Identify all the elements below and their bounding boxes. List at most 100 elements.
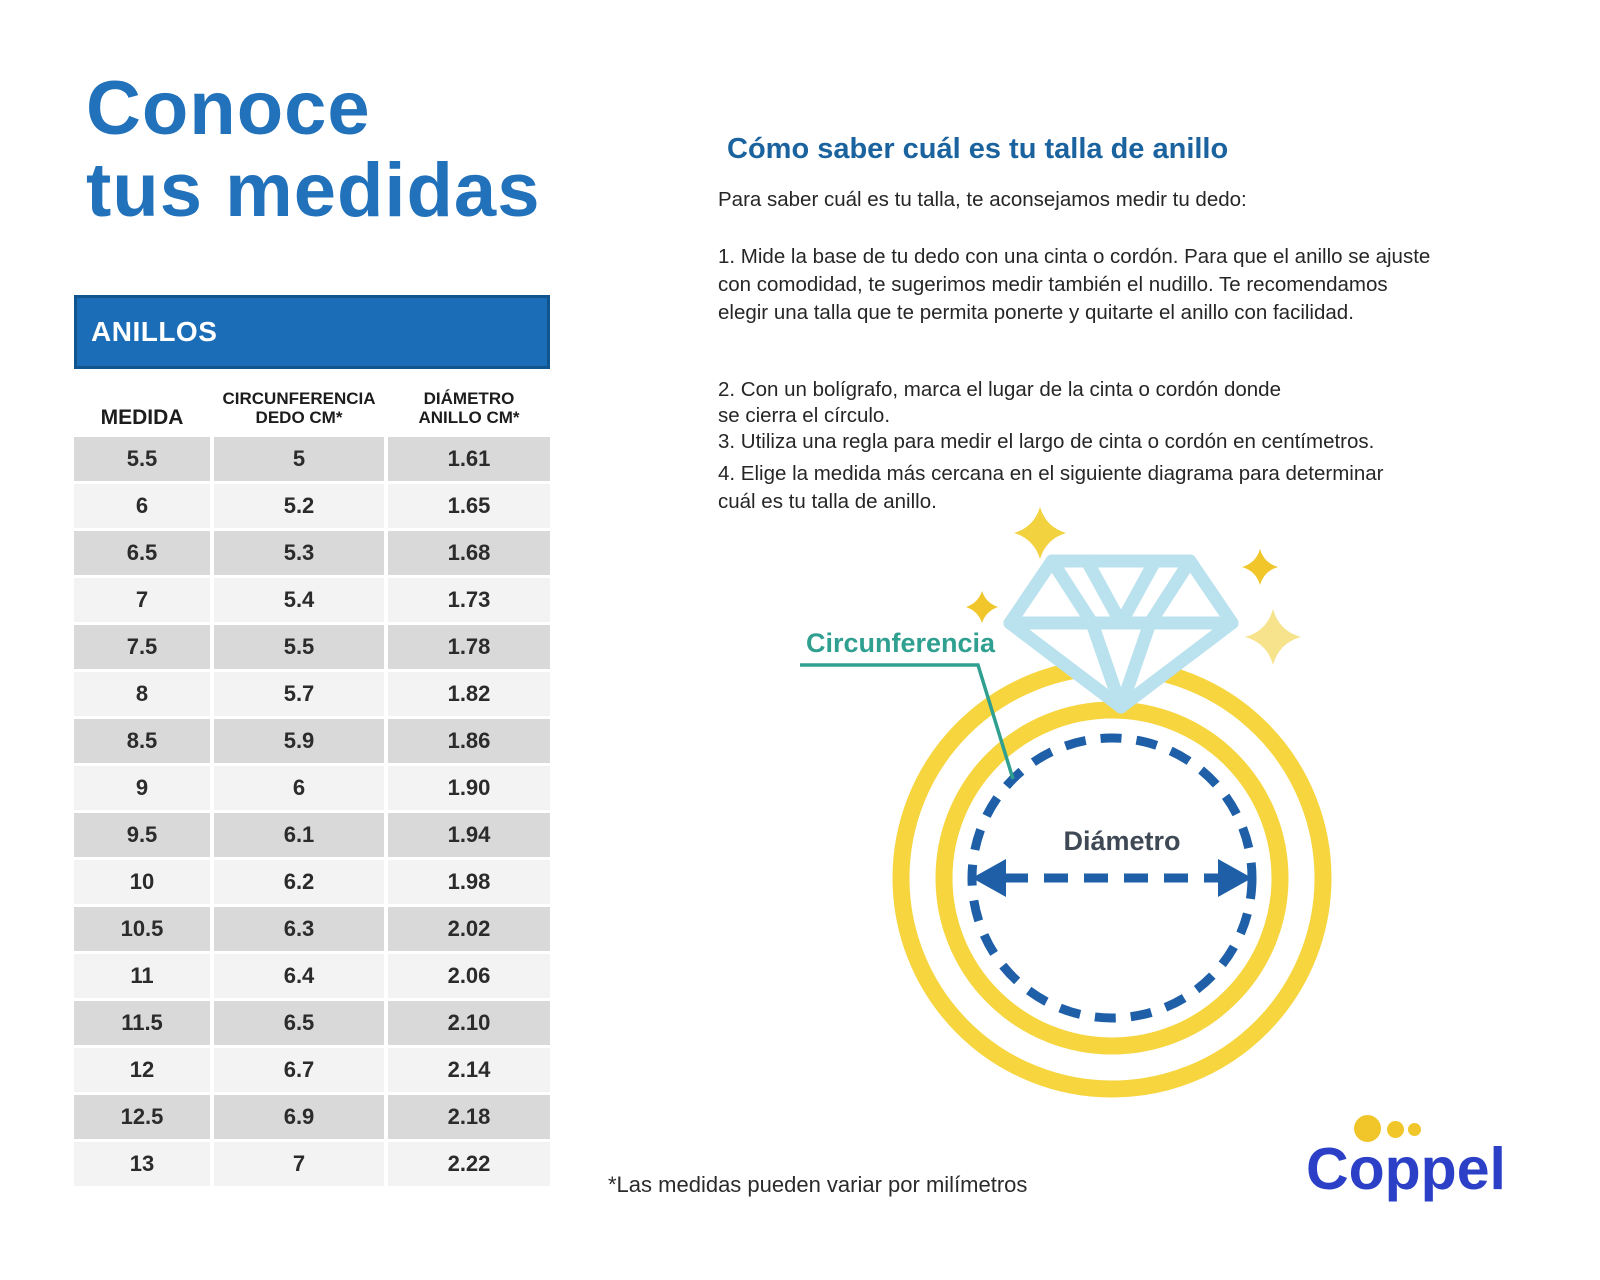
table-cell: 5.3: [214, 531, 384, 575]
table-cell: 10.5: [74, 907, 210, 951]
table-cell: 9.5: [74, 813, 210, 857]
table-cell: 2.10: [388, 1001, 550, 1045]
table-cell: 2.02: [388, 907, 550, 951]
instructions-heading: Cómo saber cuál es tu talla de anillo: [727, 133, 1229, 165]
table-title-bar: ANILLOS: [74, 295, 550, 369]
table-cell: 6.5: [214, 1001, 384, 1045]
logo-dot-icon: [1408, 1123, 1421, 1136]
table-cell: 5.9: [214, 719, 384, 763]
page-title: Conoce tus medidas: [86, 68, 540, 232]
sparkle-icon: [1014, 507, 1066, 559]
table-row: 8.5 5.9 1.86: [74, 719, 550, 763]
circumference-callout: Circunferencia: [800, 628, 1015, 780]
table-cell: 11: [74, 954, 210, 998]
page-title-line1: Conoce: [86, 66, 371, 151]
table-cell: 6.9: [214, 1095, 384, 1139]
table-cell: 6: [214, 766, 384, 810]
table-cell: 1.94: [388, 813, 550, 857]
table-cell: 7: [214, 1142, 384, 1186]
table-row: 11.5 6.5 2.10: [74, 1001, 550, 1045]
table-cell: 1.98: [388, 860, 550, 904]
table-cell: 1.86: [388, 719, 550, 763]
logo-wordmark: Coppel: [1306, 1136, 1506, 1202]
table-cell: 12.5: [74, 1095, 210, 1139]
table-cell: 6.3: [214, 907, 384, 951]
ring-diagram: Diámetro Circunferencia: [800, 507, 1332, 1098]
table-cell: 1.78: [388, 625, 550, 669]
table-row: 6 5.2 1.65: [74, 484, 550, 528]
table-cell: 5: [214, 437, 384, 481]
table-row: 12.5 6.9 2.18: [74, 1095, 550, 1139]
table-cell: 5.4: [214, 578, 384, 622]
table-cell: 10: [74, 860, 210, 904]
table-cell: 6.5: [74, 531, 210, 575]
ring-band-icon: [892, 658, 1332, 1098]
ring-size-table-body: 5.5 5 1.61 6 5.2 1.65 6.5 5.3 1.68 7 5.4 1.73 7.5 5.5…: [74, 437, 550, 1186]
instruction-step-2: 2. Con un bolígrafo, marca el lugar de l…: [718, 378, 1281, 427]
table-cell: 6.4: [214, 954, 384, 998]
table-cell: 1.90: [388, 766, 550, 810]
table-cell: 8.5: [74, 719, 210, 763]
table-row: 10.5 6.3 2.02: [74, 907, 550, 951]
instruction-step-3: 3. Utiliza una regla para medir el largo…: [718, 430, 1375, 453]
column-header-diametro: DIÁMETRO ANILLO CM*: [418, 389, 520, 427]
table-row: 11 6.4 2.06: [74, 954, 550, 998]
table-row: 13 7 2.22: [74, 1142, 550, 1186]
table-cell: 12: [74, 1048, 210, 1092]
table-row: 8 5.7 1.82: [74, 672, 550, 716]
instruction-steps-2-3: 2. Con un bolígrafo, marca el lugar de l…: [718, 351, 1518, 481]
table-cell: 5.2: [214, 484, 384, 528]
table-cell: 2.22: [388, 1142, 550, 1186]
table-cell: 9: [74, 766, 210, 810]
table-title: ANILLOS: [91, 316, 218, 347]
table-cell: 1.68: [388, 531, 550, 575]
table-cell: 1.82: [388, 672, 550, 716]
table-cell: 6.7: [214, 1048, 384, 1092]
sparkle-icon: [1245, 609, 1301, 665]
table-cell: 1.73: [388, 578, 550, 622]
table-row: 6.5 5.3 1.68: [74, 531, 550, 575]
sparkle-icon: [1242, 549, 1278, 585]
table-row: 12 6.7 2.14: [74, 1048, 550, 1092]
table-cell: 6: [74, 484, 210, 528]
table-row: 9.5 6.1 1.94: [74, 813, 550, 857]
table-cell: 6.2: [214, 860, 384, 904]
table-cell: 5.5: [74, 437, 210, 481]
table-row: 7 5.4 1.73: [74, 578, 550, 622]
sparkle-icon: [966, 591, 998, 623]
table-cell: 2.14: [388, 1048, 550, 1092]
page-title-line2: tus medidas: [86, 148, 541, 233]
instructions-intro: Para saber cuál es tu talla, te aconseja…: [718, 188, 1247, 211]
logo-dot-icon: [1354, 1115, 1381, 1142]
table-cell: 2.18: [388, 1095, 550, 1139]
diameter-label: Diámetro: [1063, 826, 1180, 856]
table-cell: 13: [74, 1142, 210, 1186]
instruction-step-4: 4. Elige la medida más cercana en el sig…: [718, 462, 1384, 513]
table-cell: 7: [74, 578, 210, 622]
table-cell: 7.5: [74, 625, 210, 669]
table-cell: 1.65: [388, 484, 550, 528]
column-header-circunferencia: CIRCUNFERENCIA DEDO CM*: [222, 389, 376, 427]
table-cell: 5.7: [214, 672, 384, 716]
diameter-arrow-icon: [972, 859, 1252, 897]
table-cell: 1.61: [388, 437, 550, 481]
table-row: 7.5 5.5 1.78: [74, 625, 550, 669]
table-cell: 8: [74, 672, 210, 716]
circumference-label: Circunferencia: [806, 628, 996, 658]
table-row: 5.5 5 1.61: [74, 437, 550, 481]
instruction-step-1: 1. Mide la base de tu dedo con una cinta…: [718, 245, 1431, 324]
table-cell: 6.1: [214, 813, 384, 857]
coppel-logo: Coppel: [1300, 1095, 1510, 1215]
ring-size-table: ANILLOS MEDIDA CIRCUNFERENCIA DEDO CM* D…: [74, 295, 550, 1186]
logo-dot-icon: [1387, 1121, 1404, 1138]
diamond-icon: [1003, 554, 1239, 714]
footnote: *Las medidas pueden variar por milímetro…: [608, 1172, 1028, 1197]
table-row: 10 6.2 1.98: [74, 860, 550, 904]
column-header-medida: MEDIDA: [100, 406, 184, 429]
table-cell: 5.5: [214, 625, 384, 669]
table-column-headers: MEDIDA CIRCUNFERENCIA DEDO CM* DIÁMETRO …: [74, 377, 550, 433]
table-cell: 11.5: [74, 1001, 210, 1045]
table-cell: 2.06: [388, 954, 550, 998]
table-row: 9 6 1.90: [74, 766, 550, 810]
